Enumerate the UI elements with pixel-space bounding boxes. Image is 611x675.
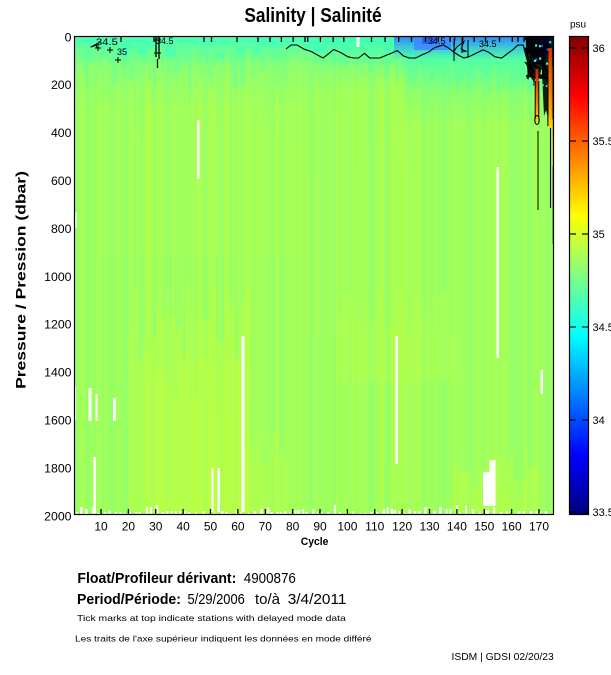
svg-text:Les traits de l'axe supérieur: Les traits de l'axe supérieur indiquent … [75,634,372,643]
svg-text:50: 50 [204,519,218,533]
svg-text:Tick marks at top indicate sta: Tick marks at top indicate stations with… [77,614,347,623]
svg-text:34.5: 34.5 [479,39,497,49]
svg-text:1800: 1800 [44,461,72,475]
svg-text:2000: 2000 [44,509,72,523]
svg-text:400: 400 [51,126,72,140]
svg-text:110: 110 [365,519,384,533]
svg-text:200: 200 [51,78,72,92]
svg-text:1000: 1000 [44,270,72,284]
svg-text:20: 20 [122,519,136,533]
svg-text:33.5: 33.5 [593,507,611,519]
svg-text:120: 120 [392,519,412,533]
svg-text:35: 35 [593,229,605,241]
svg-text:70: 70 [259,519,273,533]
svg-text:34.5: 34.5 [428,36,446,46]
svg-text:to/à: to/à [255,591,281,608]
svg-text:60: 60 [231,519,245,533]
svg-text:34.5: 34.5 [593,322,611,334]
svg-text:0: 0 [65,30,72,44]
svg-text:130: 130 [419,519,439,533]
svg-text:psu: psu [570,20,586,31]
svg-text:1400: 1400 [44,366,72,380]
svg-text:30: 30 [149,519,163,533]
svg-text:40: 40 [176,519,190,533]
svg-text:10: 10 [94,519,108,533]
svg-text:5/29/2006: 5/29/2006 [188,590,246,607]
svg-text:100: 100 [337,519,357,533]
svg-text:Pressure / Pression (dbar): Pressure / Pression (dbar) [14,171,29,389]
svg-text:1200: 1200 [44,318,72,332]
svg-text:90: 90 [313,519,327,533]
svg-text:3/4/2011: 3/4/2011 [288,591,347,608]
svg-text:80: 80 [286,519,300,533]
svg-text:Float/Profileur dérivant:: Float/Profileur dérivant: [77,571,236,587]
svg-text:140: 140 [447,519,467,533]
svg-text:34.5: 34.5 [96,38,118,48]
svg-text:35.5: 35.5 [593,136,611,148]
svg-text:4900876: 4900876 [244,570,296,587]
svg-text:ISDM | GDSI 02/20/23: ISDM | GDSI 02/20/23 [452,652,555,663]
svg-text:150: 150 [474,519,494,533]
svg-text:800: 800 [51,222,72,236]
svg-text:34: 34 [593,415,605,427]
svg-text:35: 35 [117,47,127,57]
svg-text:Period/Période:: Period/Période: [77,592,181,609]
svg-text:36: 36 [593,43,605,55]
svg-text:Salinity | Salinité: Salinity | Salinité [244,4,381,26]
svg-text:1600: 1600 [44,414,72,428]
svg-text:600: 600 [51,174,72,188]
svg-text:160: 160 [502,519,522,533]
svg-text:34.5: 34.5 [156,36,174,46]
svg-text:170: 170 [529,519,549,533]
svg-text:Cycle: Cycle [301,536,329,548]
